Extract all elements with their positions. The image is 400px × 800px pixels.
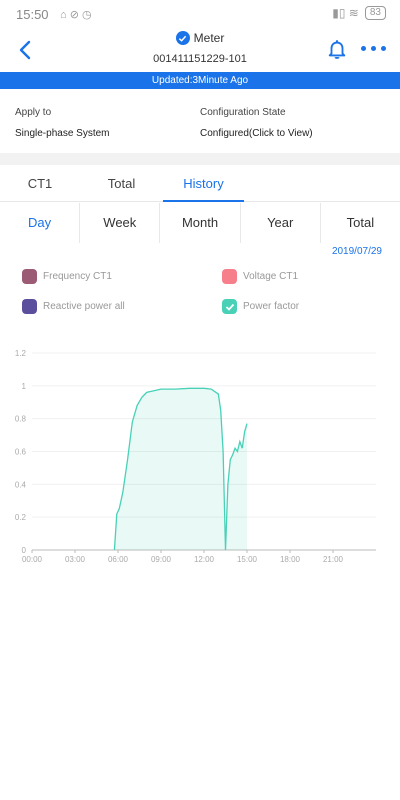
legend-swatch-frequency bbox=[22, 269, 37, 284]
configuration-state-block[interactable]: Configuration State Configured(Click to … bbox=[200, 107, 313, 139]
legend-label-power-factor: Power factor bbox=[243, 301, 300, 312]
legend-swatch-voltage bbox=[222, 269, 237, 284]
period-week[interactable]: Week bbox=[80, 203, 161, 243]
y-tick-label: 0.4 bbox=[15, 480, 27, 489]
period-selector: Day Week Month Year Total bbox=[0, 203, 400, 243]
status-time: 15:50 bbox=[16, 7, 49, 22]
y-tick-label: 0.8 bbox=[15, 415, 27, 424]
check-circle-icon bbox=[175, 31, 190, 45]
legend-item-voltage[interactable]: Voltage CT1 bbox=[222, 269, 298, 284]
configuration-state-value[interactable]: Configured(Click to View) bbox=[200, 128, 313, 139]
bell-icon[interactable] bbox=[326, 38, 348, 60]
x-tick-label: 03:00 bbox=[65, 555, 86, 564]
period-day[interactable]: Day bbox=[0, 203, 81, 243]
more-options-icon[interactable] bbox=[361, 46, 386, 51]
status-notification-icons: ⌂ ⊘ ◷ bbox=[60, 9, 92, 21]
history-chart: 0 0.2 0.4 0.6 0.8 1 1.2 00:00 03:00 06:00 09:00 12:… bbox=[0, 340, 400, 575]
legend-item-frequency[interactable]: Frequency CT1 bbox=[22, 269, 112, 284]
history-chart-svg: 0 0.2 0.4 0.6 0.8 1 1.2 00:00 03:00 06:00 09:00 12:… bbox=[15, 349, 376, 564]
device-serial: 001411151229-101 bbox=[153, 53, 247, 65]
legend-label-frequency: Frequency CT1 bbox=[43, 271, 112, 282]
update-status-banner: Updated:3Minute Ago bbox=[0, 72, 400, 89]
selected-date[interactable]: 2019/07/29 bbox=[331, 246, 382, 257]
status-system-icons: ▮▯ ≋ 83 bbox=[332, 6, 386, 20]
header-title-block: Meter 001411151229-101 bbox=[0, 30, 400, 65]
check-icon bbox=[225, 303, 234, 311]
tab-ct1[interactable]: CT1 bbox=[27, 176, 53, 191]
apply-to-label: Apply to bbox=[15, 107, 52, 118]
meter-info: Apply to Single-phase System Configurati… bbox=[0, 89, 400, 153]
configuration-state-label: Configuration State bbox=[200, 107, 286, 118]
page-title: Meter bbox=[193, 31, 225, 45]
status-bar: 15:50 ⌂ ⊘ ◷ ▮▯ ≋ 83 bbox=[0, 0, 400, 30]
legend-checkbox-power-factor bbox=[222, 299, 237, 314]
x-tick-label: 15:00 bbox=[237, 555, 258, 564]
legend-swatch-reactive-power bbox=[22, 299, 37, 314]
battery-icon: 83 bbox=[364, 6, 386, 20]
x-tick-label: 06:00 bbox=[108, 555, 129, 564]
x-tick-label: 00:00 bbox=[22, 555, 43, 564]
series-line bbox=[113, 387, 248, 551]
tab-total[interactable]: Total bbox=[107, 176, 136, 191]
legend-label-voltage: Voltage CT1 bbox=[243, 271, 299, 282]
legend-item-power-factor[interactable]: Power factor bbox=[222, 299, 299, 314]
chart-legend: Frequency CT1 Voltage CT1 Reactive power… bbox=[0, 266, 400, 326]
y-tick-label: 0 bbox=[22, 546, 27, 555]
tab-history[interactable]: History bbox=[163, 165, 244, 202]
apply-to-value: Single-phase System bbox=[15, 128, 110, 139]
series-area bbox=[114, 388, 248, 550]
x-tick-label: 12:00 bbox=[194, 555, 215, 564]
y-tick-label: 1 bbox=[22, 382, 27, 391]
x-tick-label: 21:00 bbox=[323, 555, 344, 564]
back-arrow-icon[interactable] bbox=[14, 38, 38, 62]
section-divider bbox=[0, 153, 400, 165]
x-tick-label: 18:00 bbox=[280, 555, 301, 564]
period-month[interactable]: Month bbox=[160, 203, 241, 243]
x-tick-label: 09:00 bbox=[151, 555, 172, 564]
legend-label-reactive-power: Reactive power all bbox=[43, 301, 125, 312]
period-total[interactable]: Total bbox=[346, 215, 375, 230]
y-tick-label: 0.6 bbox=[15, 448, 27, 457]
app-header: Meter 001411151229-101 bbox=[0, 30, 400, 72]
apply-to-block: Apply to Single-phase System bbox=[15, 107, 110, 139]
y-tick-label: 0.2 bbox=[15, 513, 27, 522]
period-year[interactable]: Year bbox=[241, 203, 321, 243]
signal-wifi-icons: ▮▯ ≋ bbox=[332, 6, 359, 20]
view-tabs: CT1 Total History bbox=[0, 165, 400, 202]
y-tick-label: 1.2 bbox=[15, 349, 27, 358]
legend-item-reactive-power[interactable]: Reactive power all bbox=[22, 299, 125, 314]
